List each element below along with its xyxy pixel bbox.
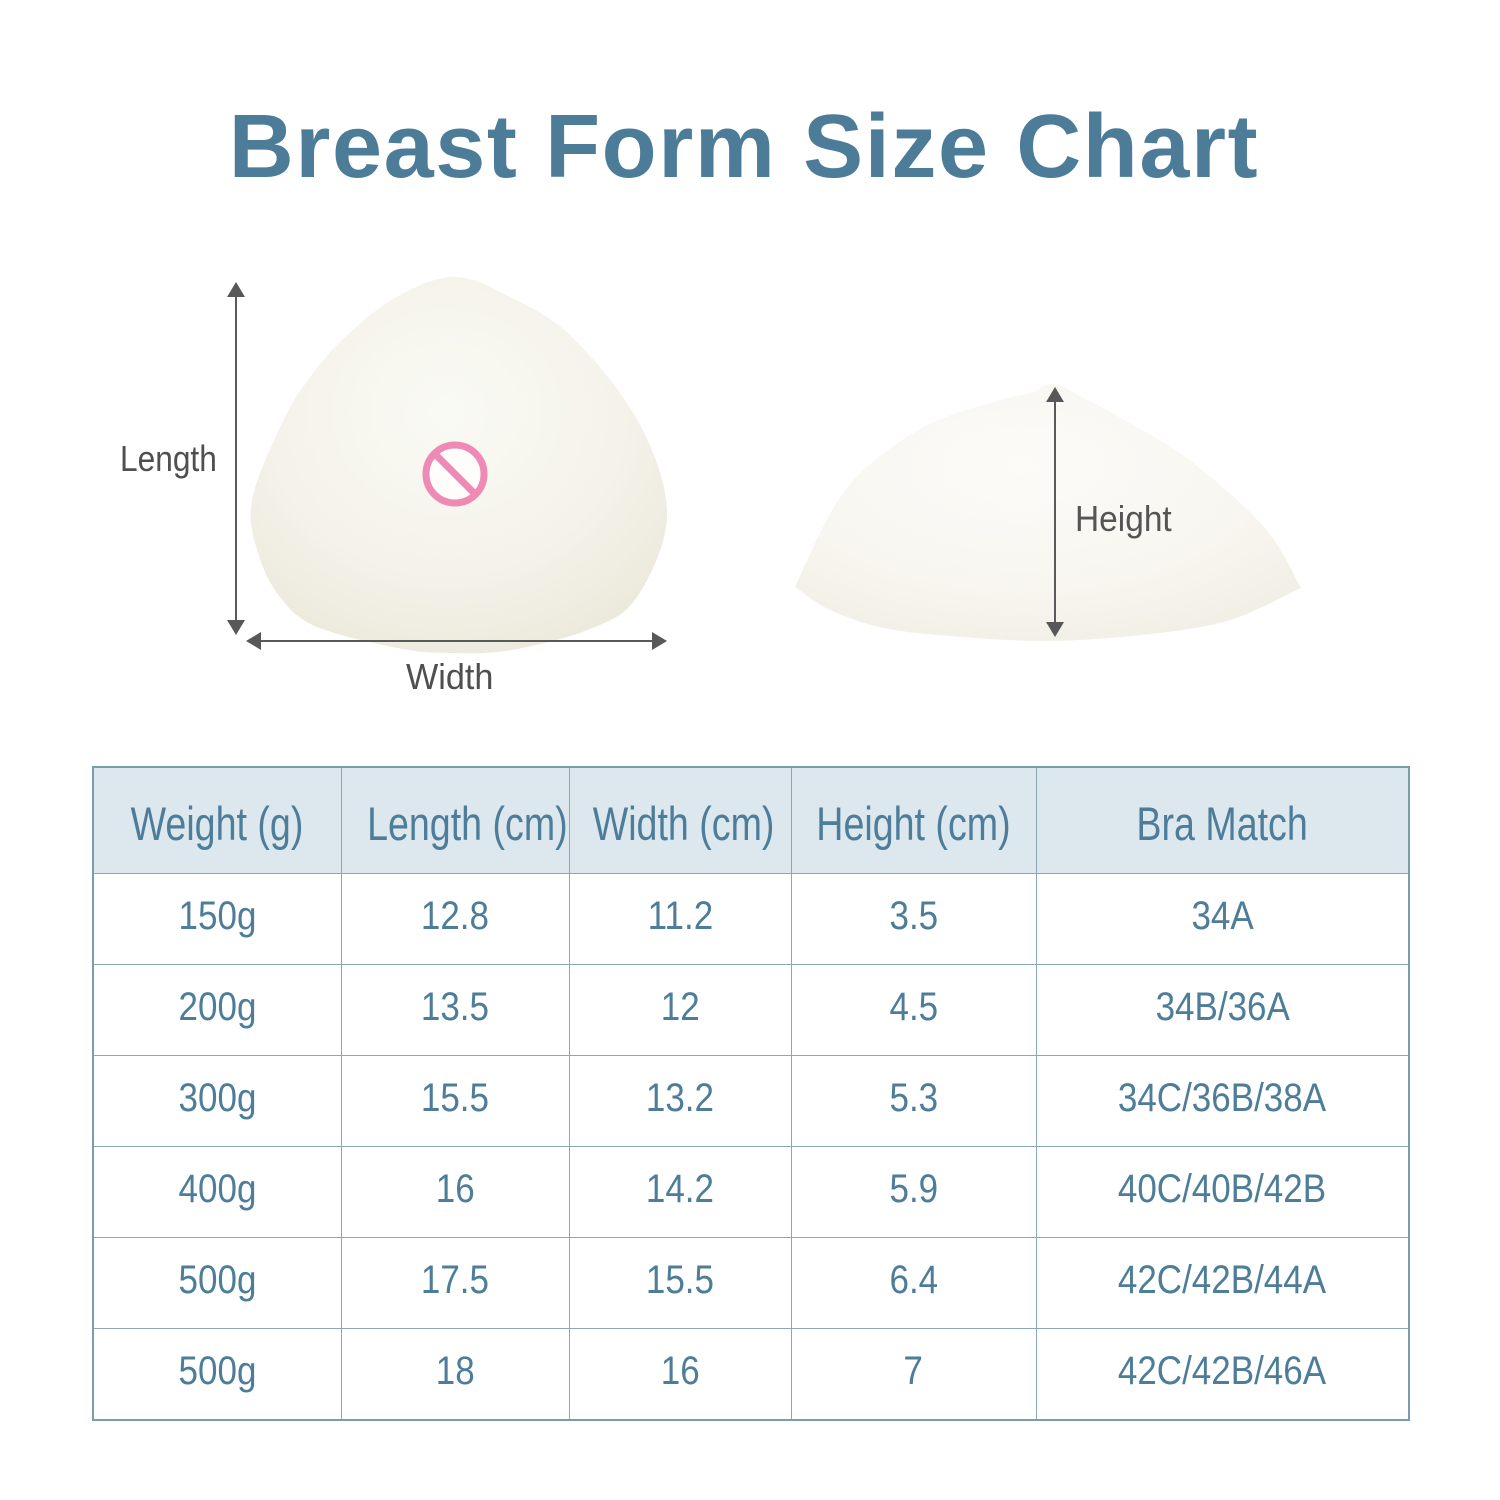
svg-text:Width: Width	[406, 657, 493, 697]
svg-text:Length: Length	[120, 439, 217, 479]
svg-text:Height: Height	[1075, 500, 1172, 539]
